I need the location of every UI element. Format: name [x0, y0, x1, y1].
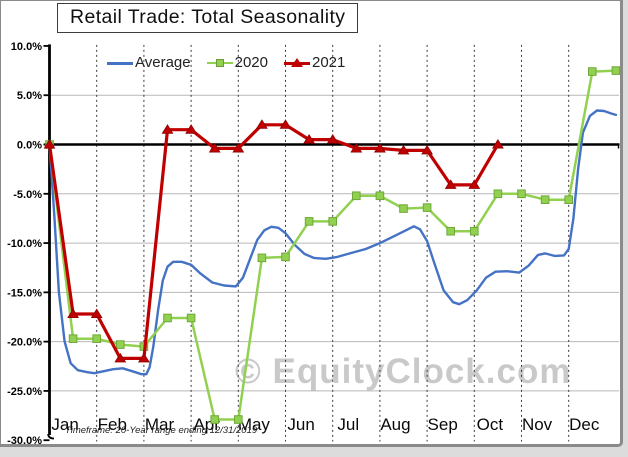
- series-2021-marker: [491, 138, 504, 149]
- series-2020-marker: [564, 195, 574, 204]
- series-2021-line: [47, 123, 500, 360]
- series-2020-marker: [210, 415, 219, 424]
- average-series-line: [48, 109, 618, 376]
- series-2020-marker: [399, 204, 408, 213]
- month-label-feb: Feb: [98, 415, 127, 434]
- series-2021-marker: [114, 352, 127, 363]
- series-2020-marker: [281, 252, 290, 262]
- series-2020-marker: [257, 253, 267, 263]
- series-2021-marker: [397, 144, 410, 155]
- series-2021-marker: [255, 119, 268, 129]
- y-tick-label: -15.0%: [7, 287, 42, 299]
- series-2020-marker: [116, 340, 125, 349]
- series-2021-marker: [137, 352, 150, 363]
- y-tick-label: -10.0%: [7, 238, 42, 250]
- series-2020-marker: [352, 191, 361, 201]
- square-marker-swatch: [206, 57, 233, 69]
- month-label-sep: Sep: [428, 415, 458, 434]
- y-tick-label: -25.0%: [7, 386, 42, 398]
- series-2021-marker: [90, 308, 103, 319]
- series-2021-marker: [303, 134, 316, 144]
- legend-item-2020: 2020: [206, 54, 268, 71]
- legend-item-2021: 2021: [283, 54, 346, 71]
- chart-legend: Average 2020 2021: [107, 54, 345, 71]
- series-2020-marker: [92, 334, 102, 343]
- series-2020-marker: [493, 189, 503, 199]
- month-label-jul: Jul: [337, 415, 359, 434]
- series-2020-marker: [611, 66, 621, 75]
- series-2021-marker: [444, 179, 457, 189]
- legend-item-average: Average: [107, 54, 191, 71]
- month-label-aug: Aug: [380, 415, 410, 434]
- series-2020-marker: [186, 313, 196, 323]
- series-2021-marker: [468, 179, 481, 189]
- month-label-may: May: [238, 415, 271, 434]
- y-tick-label: 5.0%: [17, 90, 42, 102]
- series-2021-marker: [208, 142, 221, 153]
- series-2020-marker: [234, 415, 243, 424]
- y-tick-label: -20.0%: [7, 337, 42, 349]
- series-2021-marker: [326, 134, 339, 144]
- series-2021-marker: [161, 124, 174, 134]
- average-line-swatch: [107, 57, 133, 69]
- series-2020-marker: [422, 203, 432, 212]
- series-2021-marker: [185, 124, 198, 134]
- series-2020-marker: [304, 217, 314, 226]
- seasonality-chart: 10.0% 5.0% 0.0% -5.0% -10.0% -15.0% -20.0% -25.…: [7, 41, 621, 445]
- series-2020-marker: [588, 67, 597, 76]
- series-2020-marker: [163, 313, 172, 323]
- legend-label-2021: 2021: [311, 54, 346, 71]
- month-label-jan: Jan: [51, 415, 78, 434]
- series-2020-marker: [470, 226, 479, 236]
- legend-label-2020: 2020: [234, 54, 268, 71]
- series-2021-marker: [232, 142, 245, 153]
- series-2020-marker: [328, 217, 337, 226]
- month-label-dec: Dec: [569, 415, 600, 434]
- chart-title: Retail Trade: Total Seasonality: [57, 3, 359, 33]
- series-2020-marker: [517, 189, 526, 199]
- y-axis-foot: [47, 433, 55, 440]
- month-label-oct: Oct: [477, 415, 504, 434]
- series-2021-marker: [43, 138, 56, 149]
- legend-label-average: Average: [135, 54, 191, 71]
- month-label-jun: Jun: [287, 415, 314, 434]
- series-2020-marker: [375, 191, 385, 201]
- series-2021-marker: [67, 308, 80, 319]
- series-2020-marker: [68, 334, 78, 343]
- month-label-nov: Nov: [522, 415, 553, 434]
- series-2020-marker: [540, 195, 550, 204]
- month-label-mar: Mar: [145, 415, 175, 434]
- chart-panel: © EquityClock.com 10.0% 5.0% 0.0% -5.0% -10.…: [0, 0, 623, 447]
- series-2021-marker: [421, 144, 434, 155]
- timeframe-footnote: Timeframe: 20-Year range ending 12/31/20…: [65, 425, 258, 436]
- equityclock-watermark: © EquityClock.com: [235, 352, 572, 391]
- y-tick-label: -5.0%: [13, 189, 42, 201]
- series-2020-marker: [446, 226, 455, 236]
- y-tick-label: 10.0%: [11, 41, 42, 53]
- series-2021-marker: [373, 142, 386, 153]
- y-tick-label: 0.0%: [17, 140, 42, 152]
- y-tick-label: -30.0%: [7, 435, 42, 445]
- series-2021-marker: [350, 142, 363, 153]
- triangle-marker-swatch: [283, 57, 310, 69]
- series-2021-marker: [279, 119, 292, 129]
